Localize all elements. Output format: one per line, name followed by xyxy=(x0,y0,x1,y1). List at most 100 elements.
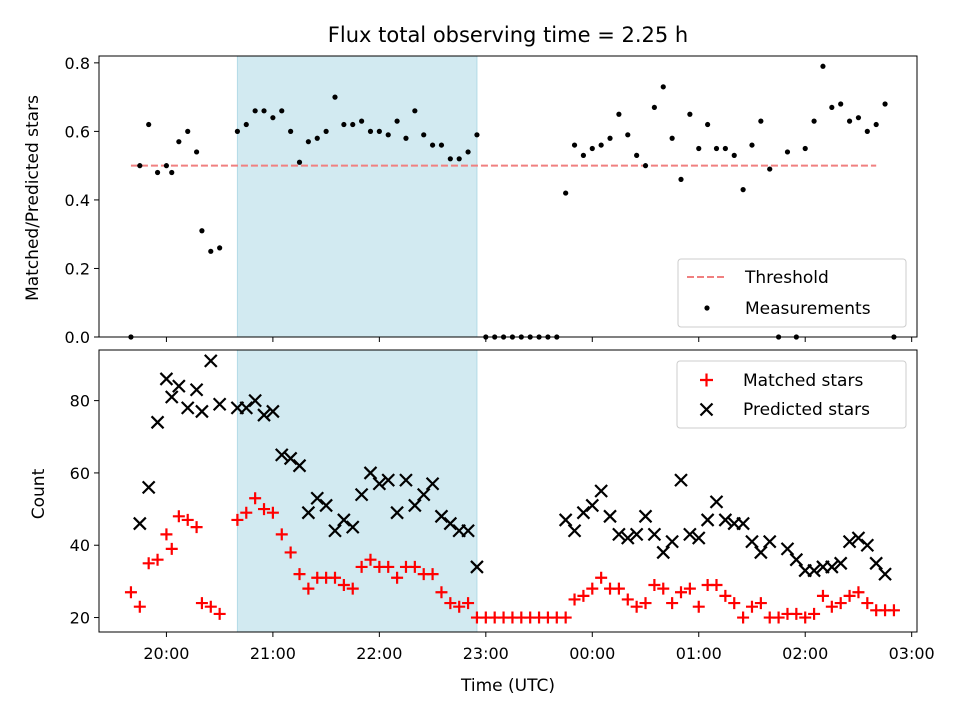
bottom-axes-frame xyxy=(98,349,918,633)
measurement-point xyxy=(208,248,214,254)
matched-star-point xyxy=(258,503,271,516)
measurement-point xyxy=(846,118,853,124)
matched-star-point xyxy=(772,611,785,624)
predicted-star-point xyxy=(204,354,218,368)
measurement-point xyxy=(802,145,808,152)
predicted-star-point xyxy=(470,560,484,574)
measurement-point xyxy=(296,159,303,165)
matched-star-point xyxy=(887,604,900,617)
measurement-point xyxy=(642,163,649,169)
y-tick-label: 0.6 xyxy=(65,122,90,141)
matched-star-point xyxy=(816,589,829,602)
predicted-star-point xyxy=(789,552,804,567)
predicted-star-point xyxy=(164,390,179,404)
predicted-star-point xyxy=(576,505,591,520)
predicted-star-point xyxy=(434,509,449,524)
predicted-star-point xyxy=(762,534,777,549)
matched-star-point xyxy=(843,589,856,602)
predicted-star-point xyxy=(172,379,186,393)
predicted-star-point xyxy=(869,556,883,571)
predicted-star-point xyxy=(629,527,644,542)
predicted-star-point xyxy=(620,531,635,545)
matched-star-point xyxy=(621,593,634,606)
predicted-star-point xyxy=(825,560,839,574)
predicted-star-point xyxy=(443,516,458,531)
predicted-star-point xyxy=(319,498,333,513)
legend-measurements-label: Measurements xyxy=(745,299,871,319)
measurement-point xyxy=(447,156,453,162)
matched-star-point xyxy=(728,597,741,610)
predicted-star-point xyxy=(612,527,626,542)
predicted-star-point xyxy=(860,538,875,553)
predicted-star-point xyxy=(301,505,316,520)
predicted-star-point xyxy=(878,567,892,581)
y-tick-label: 60 xyxy=(70,464,90,483)
legend-predicted-swatch xyxy=(699,402,714,417)
matched-star-point xyxy=(408,560,421,573)
predicted-star-point xyxy=(390,505,404,520)
matched-star-point xyxy=(462,597,475,610)
measurement-point xyxy=(279,108,285,114)
predicted-star-point xyxy=(328,523,342,538)
matched-star-point xyxy=(612,582,625,595)
top-y-ticks: 0.0 0.2 0.4 0.6 0.8 xyxy=(65,54,99,347)
predicted-star-point xyxy=(283,451,298,466)
measurement-point xyxy=(873,121,879,128)
predicted-star-point xyxy=(674,473,688,487)
measurement-point xyxy=(749,142,755,148)
predicted-star-point xyxy=(842,534,857,549)
measurement-point xyxy=(403,135,409,141)
matched-star-point xyxy=(204,600,217,613)
measurement-point xyxy=(589,145,595,152)
measurement-point xyxy=(616,111,622,117)
top-observing-span xyxy=(236,55,478,338)
matched-star-point xyxy=(790,607,803,620)
top-panel: 0.00.20.40.60.8 Matched/Predicted stars … xyxy=(23,54,918,347)
measurement-point xyxy=(438,142,445,148)
measurement-point xyxy=(731,152,737,158)
matched-star-point xyxy=(630,600,643,613)
measurement-point xyxy=(474,132,480,138)
measurement-point xyxy=(270,115,276,121)
matched-star-point xyxy=(172,510,185,523)
x-axis-label: Time (UTC) xyxy=(460,676,555,696)
predicted-star-point xyxy=(372,476,387,491)
measurement-point xyxy=(314,135,320,141)
measurement-point xyxy=(784,149,791,155)
predicted-star-point xyxy=(833,556,848,571)
measurement-point xyxy=(137,163,143,169)
measurement-point xyxy=(634,152,640,158)
measurement-point xyxy=(767,166,773,172)
measurement-point xyxy=(217,245,223,251)
measurement-point xyxy=(696,145,702,152)
measurement-point xyxy=(811,118,817,124)
predicted-star-point xyxy=(700,513,715,527)
matched-star-point xyxy=(275,528,288,541)
matched-star-point xyxy=(355,560,368,573)
matched-star-point xyxy=(213,607,226,620)
matched-star-point xyxy=(719,589,732,602)
predicted-star-point xyxy=(718,513,733,527)
matched-star-point xyxy=(444,597,457,610)
matched-star-point xyxy=(231,513,244,526)
measurement-point xyxy=(607,135,613,141)
x-tick-label: 22:00 xyxy=(356,644,402,663)
measurement-point xyxy=(687,111,693,117)
matched-star-point xyxy=(328,571,341,584)
measurement-point xyxy=(678,176,684,182)
matched-star-point xyxy=(453,600,466,613)
matched-star-point xyxy=(391,571,404,584)
matched-star-point xyxy=(710,579,723,591)
measurement-point xyxy=(350,121,356,128)
measurement-point xyxy=(429,142,436,148)
predicted-star-point xyxy=(683,527,697,542)
measurement-point xyxy=(261,108,267,114)
measurement-point xyxy=(740,187,746,193)
matched-star-point xyxy=(861,597,874,610)
top-legend-box xyxy=(677,258,907,328)
predicted-star-point xyxy=(133,516,147,531)
matched-star-point xyxy=(160,528,173,541)
matched-star-point xyxy=(692,600,705,613)
predicted-stars-points xyxy=(133,354,892,581)
predicted-star-point xyxy=(354,487,369,502)
